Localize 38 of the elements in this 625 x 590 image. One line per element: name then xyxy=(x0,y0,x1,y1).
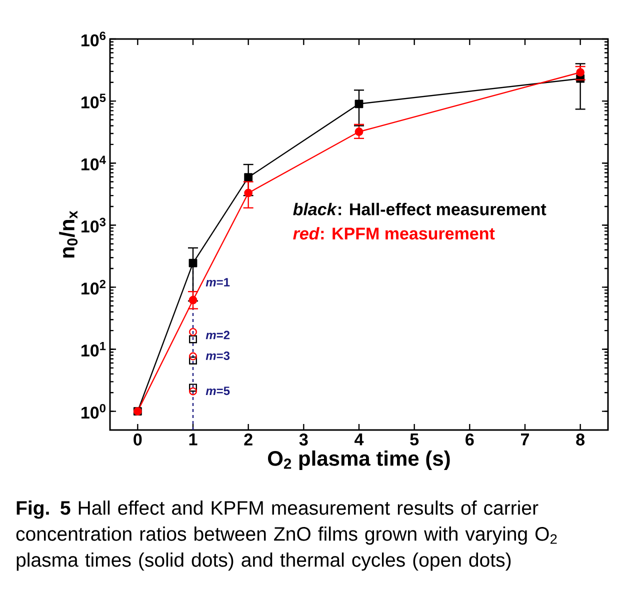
annotation: m=2 xyxy=(206,330,230,340)
y-tick-label: 10$^{2}$ xyxy=(82,280,106,295)
x-tick-label: 3 xyxy=(299,434,308,446)
text: Fig. 5 Hall effect and KPFM measurement results of carrier concentration ratios between ZnO films grown with varying O$_{2}$ plasma times (solid dots) and thermal cycles (open dots) xyxy=(16,500,557,571)
x-axis-title: O$_{2}$ plasma time (s) xyxy=(268,450,450,470)
text: black: Hall-effect measurement xyxy=(293,202,546,216)
annotation: m=1 xyxy=(206,278,230,286)
point xyxy=(244,173,253,182)
point xyxy=(188,296,198,304)
point xyxy=(189,356,198,364)
y-axis-title: n$_{0}$/n$_{x}$ xyxy=(59,210,78,258)
y-tick-label: 10$^{6}$ xyxy=(82,32,106,46)
y-tick-label: 10$^{1}$ xyxy=(82,342,106,357)
point xyxy=(354,100,364,108)
y-tick-label: 10$^{0}$ xyxy=(82,404,106,419)
y-tick-label: 10$^{3}$ xyxy=(82,218,106,233)
x-tick-label: 4 xyxy=(354,434,364,446)
x-tick-label: 7 xyxy=(521,434,529,446)
text: red: KPFM measurement xyxy=(293,227,495,240)
point xyxy=(189,387,198,396)
annotation: m=3 xyxy=(206,351,230,360)
point xyxy=(189,335,198,344)
point xyxy=(244,188,253,198)
y-tick-label: 10$^{4}$ xyxy=(82,156,106,170)
x-tick-label: 5 xyxy=(410,434,419,446)
x-tick-label: 0 xyxy=(134,434,142,446)
point xyxy=(188,258,198,268)
point xyxy=(189,328,198,336)
x-tick-label: 2 xyxy=(244,434,252,446)
point xyxy=(189,352,198,360)
point xyxy=(354,128,364,136)
x-tick-label: 8 xyxy=(576,434,585,446)
point xyxy=(189,384,198,392)
y-tick-label: 10$^{5}$ xyxy=(82,94,106,108)
annotation: m=5 xyxy=(206,386,230,396)
x-tick-label: 6 xyxy=(466,434,474,446)
point xyxy=(576,68,585,77)
x-tick-label: 1 xyxy=(189,434,198,446)
